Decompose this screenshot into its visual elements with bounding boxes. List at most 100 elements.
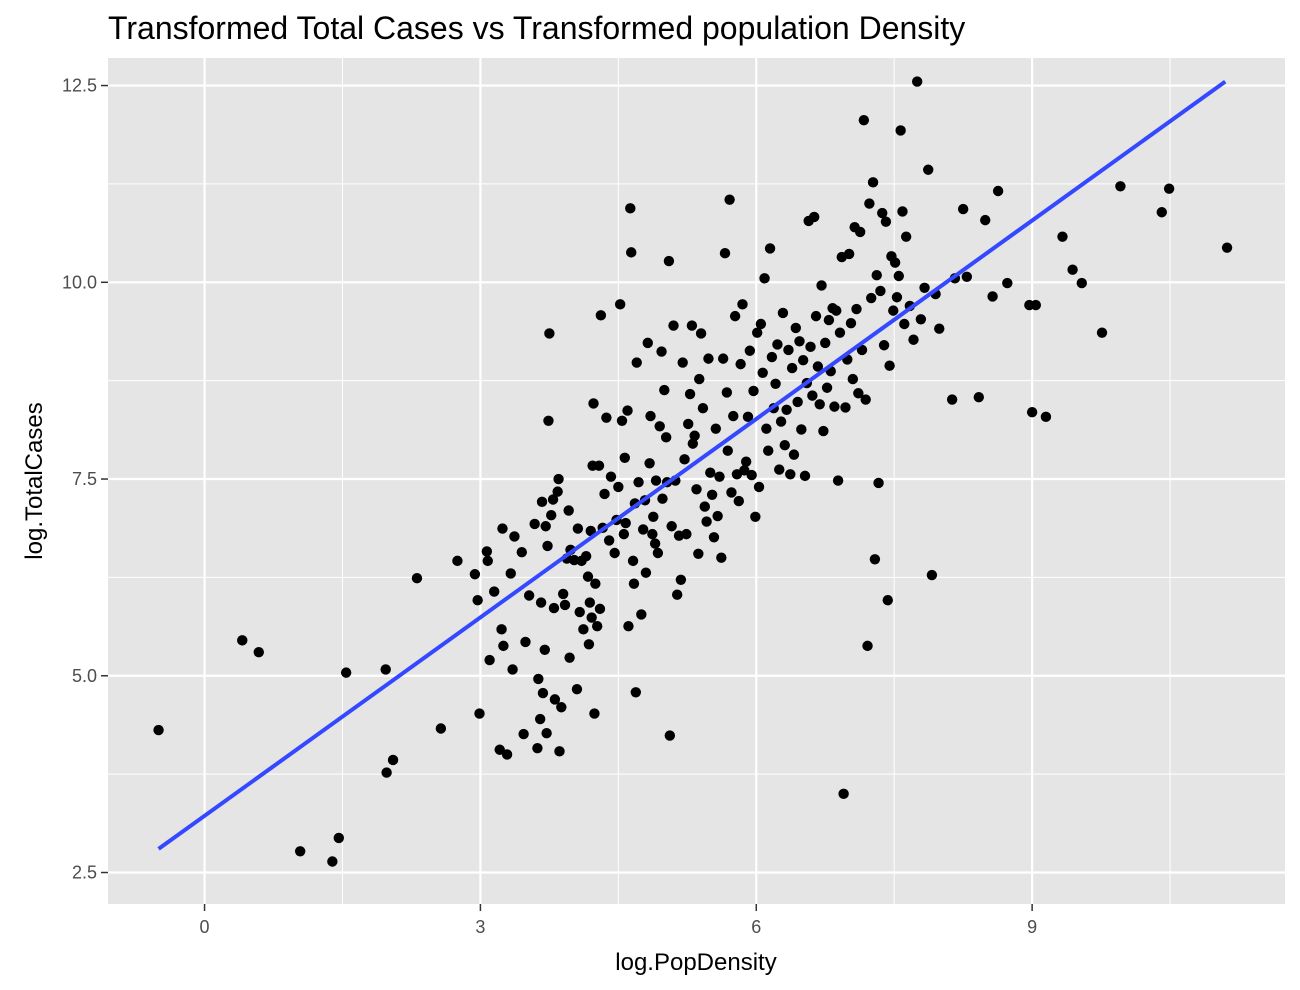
data-point	[1076, 277, 1087, 289]
x-tick-label: 3	[475, 917, 485, 937]
data-point	[746, 469, 757, 481]
data-point	[1002, 277, 1013, 289]
data-point	[860, 394, 871, 405]
data-point	[516, 547, 527, 558]
data-point	[877, 207, 888, 219]
data-point	[689, 430, 700, 441]
data-point	[614, 299, 626, 310]
data-point	[755, 318, 767, 330]
data-point	[534, 713, 546, 725]
data-point	[706, 489, 718, 500]
data-point	[529, 518, 540, 530]
data-point	[584, 597, 596, 608]
data-point	[695, 328, 707, 339]
data-point	[497, 523, 508, 534]
data-point	[764, 243, 776, 254]
y-tick-label: 2.5	[72, 863, 97, 883]
data-point	[583, 639, 595, 650]
data-point	[381, 767, 392, 778]
data-point	[644, 458, 655, 469]
data-point	[820, 337, 831, 349]
data-point	[552, 486, 563, 497]
data-point	[489, 586, 500, 597]
data-point	[1057, 231, 1068, 242]
data-point	[327, 856, 338, 867]
data-point	[595, 310, 607, 321]
y-axis: 2.5 5.0 7.5 10.0 12.5	[62, 76, 108, 883]
data-point	[693, 548, 704, 559]
data-point	[648, 511, 659, 523]
data-point	[726, 487, 737, 498]
data-point	[853, 388, 864, 399]
data-point	[721, 387, 733, 398]
data-point	[733, 495, 744, 507]
data-point	[748, 385, 759, 397]
data-point	[1115, 181, 1126, 192]
data-point	[541, 728, 552, 739]
data-point	[992, 185, 1004, 197]
data-point	[482, 555, 493, 567]
data-point	[537, 687, 549, 699]
data-point	[790, 322, 802, 334]
data-point	[897, 206, 908, 217]
data-point	[1026, 406, 1038, 418]
data-point	[697, 403, 709, 414]
data-point	[864, 198, 875, 209]
data-point	[642, 337, 653, 349]
data-point	[1030, 299, 1042, 311]
data-point	[340, 667, 352, 678]
data-point	[578, 624, 589, 635]
data-point	[717, 353, 729, 364]
data-point	[484, 654, 495, 666]
data-point	[923, 164, 934, 175]
data-point	[647, 528, 658, 540]
data-point	[744, 345, 756, 356]
data-point	[891, 292, 903, 303]
data-point	[435, 723, 447, 734]
data-point	[686, 320, 698, 331]
data-point	[875, 285, 886, 297]
data-point	[805, 341, 816, 353]
data-point	[656, 346, 667, 357]
chart-title: Transformed Total Cases vs Transformed p…	[108, 10, 966, 46]
data-point	[663, 255, 675, 267]
y-tick-label: 7.5	[72, 469, 97, 489]
data-point	[599, 488, 610, 500]
data-point	[889, 257, 901, 268]
data-point	[814, 399, 825, 410]
data-point	[571, 683, 583, 695]
data-point	[703, 353, 714, 364]
data-point	[533, 673, 544, 685]
data-point	[926, 569, 938, 581]
data-point	[893, 270, 904, 282]
x-axis-title: log.PopDensity	[615, 949, 776, 976]
data-point	[843, 248, 855, 260]
data-point	[807, 390, 818, 401]
data-point	[701, 516, 712, 527]
data-point	[684, 388, 696, 400]
data-point	[626, 247, 637, 258]
data-point	[714, 471, 725, 482]
data-point	[862, 640, 873, 652]
data-point	[794, 336, 805, 347]
data-point	[694, 373, 705, 385]
data-point	[636, 609, 647, 620]
data-point	[774, 464, 785, 475]
data-point	[664, 730, 676, 741]
data-point	[543, 415, 554, 426]
data-point	[625, 203, 636, 214]
data-point	[387, 754, 399, 766]
data-point	[494, 744, 505, 755]
data-point	[834, 327, 846, 338]
data-point	[153, 724, 164, 736]
data-point	[1156, 207, 1167, 218]
data-point	[509, 531, 520, 542]
data-point	[630, 687, 642, 698]
x-axis: 0 3 6 9	[200, 904, 1037, 937]
y-tick-label: 10.0	[62, 272, 97, 292]
data-point	[785, 469, 796, 480]
data-point	[481, 546, 493, 557]
data-point	[957, 203, 969, 215]
data-point	[895, 125, 906, 136]
data-point	[770, 378, 781, 390]
